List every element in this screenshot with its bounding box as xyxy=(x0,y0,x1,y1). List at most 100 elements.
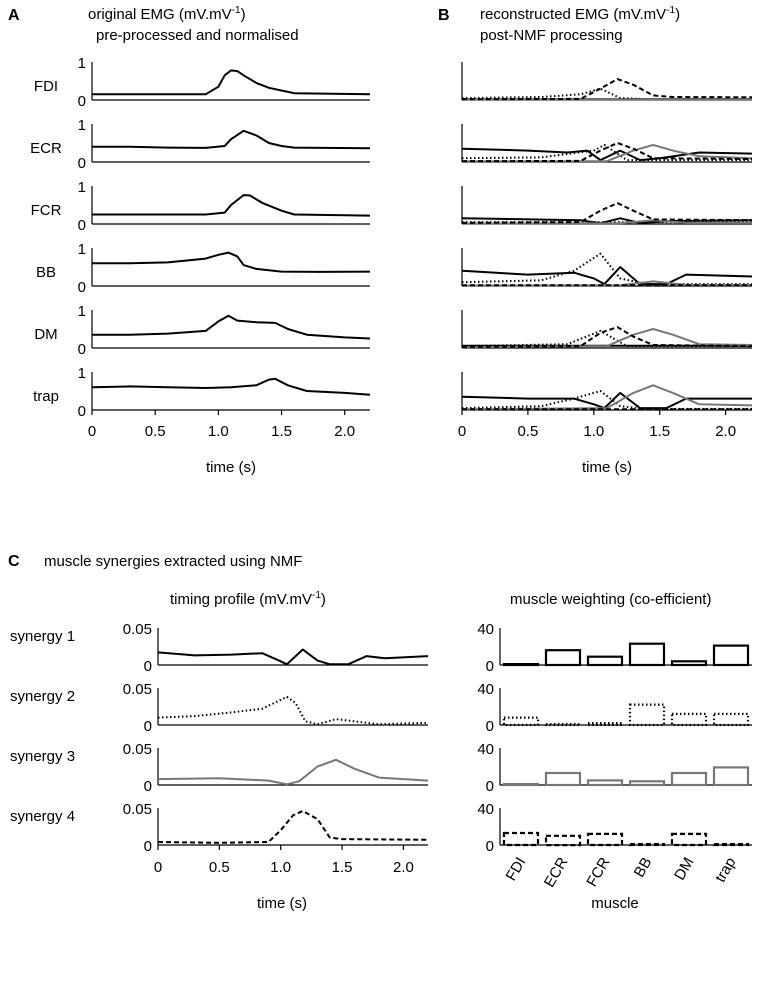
weighting-synergy-1-ytick-top: 40 xyxy=(477,621,494,638)
weighting-synergy-2-bar-fdi xyxy=(502,716,540,727)
panel-b-ecr-synergy-2-trace xyxy=(461,143,752,162)
panel-a-fdi-ytick-top: 1 xyxy=(78,55,86,72)
timing-synergy-2-trace xyxy=(157,695,429,726)
panel-a-letter: A xyxy=(8,7,20,24)
panel-a-caption: original EMG (mV.mV-1) xyxy=(88,5,246,23)
timing-xlabel: time (s) xyxy=(257,895,307,912)
timing-xtick-label: 2.0 xyxy=(393,859,414,876)
weighting-synergy-2-ytick-bottom: 0 xyxy=(486,718,494,735)
timing-profile-title: timing profile (mV.mV-1) xyxy=(170,590,326,608)
panel-a-trace-ecr xyxy=(92,129,371,150)
weighting-synergy-1-ytick-bottom: 0 xyxy=(486,658,494,675)
panel-b-xlabel: time (s) xyxy=(582,459,632,476)
panel-a-trace-dm xyxy=(92,314,371,340)
panel-b-ecr-synergy-3-trace xyxy=(462,143,753,163)
panel-a-xtick-label: 2.0 xyxy=(334,423,355,440)
panel-b-fcr-synergy-4-trace xyxy=(461,202,753,224)
timing-synergy-4-ytick-top: 0.05 xyxy=(123,801,152,818)
panel-b-caption-sup: -1 xyxy=(666,5,675,16)
panel-a-trap-ytick-top: 1 xyxy=(78,365,86,382)
panel-b-ecr-synergy-1-trace xyxy=(461,147,753,162)
timing-synergy-3-trace xyxy=(157,758,429,786)
timing-title-sup: -1 xyxy=(312,590,321,601)
weighting-synergy-3-bar-fdi xyxy=(502,782,540,787)
panel-b-caption-line2: post-NMF processing xyxy=(480,27,623,44)
panel-a-xtick-label: 0.5 xyxy=(145,423,166,440)
panel-b-caption-close: ) xyxy=(675,6,680,23)
panel-a-trap-ytick-bottom: 0 xyxy=(78,403,86,420)
panel-b-xtick-label: 2.0 xyxy=(715,423,736,440)
panel-b-fcr-synergy-3-trace xyxy=(461,219,752,225)
panel-a-xtick-label: 1.5 xyxy=(271,423,292,440)
weighting-synergy-3-bar-dm xyxy=(670,771,708,787)
panel-b-letter: B xyxy=(438,7,450,24)
panel-a-dm-ytick-bottom: 0 xyxy=(78,341,86,358)
timing-xtick-label: 0 xyxy=(154,859,162,876)
panel-a-xtick-label: 0 xyxy=(88,423,96,440)
weighting-synergy-2-bar-fcr xyxy=(586,721,624,727)
weighting-synergy-1-bar-fcr xyxy=(586,655,624,667)
weighting-synergy-2-bar-ecr xyxy=(544,722,582,727)
panel-b-dm-synergy-4-trace xyxy=(461,326,753,348)
panel-b-xtick-label: 0 xyxy=(458,423,466,440)
panel-a-xtick-label: 1.0 xyxy=(208,423,229,440)
weighting-synergy-4-bar-fdi xyxy=(502,831,540,847)
timing-synergy-4-ytick-bottom: 0 xyxy=(144,838,152,855)
panel-b-fdi-synergy-2-trace xyxy=(461,87,752,101)
plots-layer: 1 0 FDI 1 0 ECR 1 0 FCR 1 0 BB 1 0 DM 1 0 trap 0 0.5 1.0 1.5 2… xyxy=(10,55,753,912)
weighting-synergy-4-ytick-bottom: 0 xyxy=(486,838,494,855)
weighting-synergy-1-bar-ecr xyxy=(544,649,582,667)
weighting-synergy-4-bar-fcr xyxy=(586,832,624,847)
weighting-synergy-2-bar-trap xyxy=(712,712,750,727)
panel-a-muscle-label-fcr: FCR xyxy=(31,202,62,219)
panel-b-trap-synergy-1-trace xyxy=(461,391,752,410)
panel-b-bb-synergy-1-trace xyxy=(461,266,753,286)
weighting-synergy-2-bar-dm xyxy=(670,712,708,727)
panel-a-dm-ytick-top: 1 xyxy=(78,303,86,320)
panel-a-muscle-label-trap: trap xyxy=(33,388,59,405)
timing-synergy-4-trace xyxy=(157,810,429,844)
weighting-synergy-4-bar-bb xyxy=(628,842,666,847)
panel-a-caption-close: ) xyxy=(241,6,246,23)
weighting-xtick-label-ecr: ECR xyxy=(541,854,572,890)
weighting-synergy-1-bar-trap xyxy=(712,644,750,667)
synergy-label-2: synergy 2 xyxy=(10,688,75,705)
weighting-synergy-3-bar-trap xyxy=(712,766,750,787)
panel-b-xtick-label: 0.5 xyxy=(517,423,538,440)
panel-c-caption: muscle synergies extracted using NMF xyxy=(44,553,302,570)
weighting-synergy-4-bar-dm xyxy=(670,832,708,847)
weighting-synergy-3-bar-bb xyxy=(628,780,666,787)
weighting-xtick-label-fdi: FDI xyxy=(503,855,530,884)
weighting-synergy-4-ytick-top: 40 xyxy=(477,801,494,818)
panel-a-bb-ytick-top: 1 xyxy=(78,241,86,258)
timing-xtick-label: 1.0 xyxy=(270,859,291,876)
timing-title-main: timing profile (mV.mV xyxy=(170,591,312,608)
panel-b-caption-main: reconstructed EMG (mV.mV xyxy=(480,6,666,23)
panel-b-dm-synergy-3-trace xyxy=(461,328,753,349)
synergy-label-3: synergy 3 xyxy=(10,748,75,765)
panel-a-bb-ytick-bottom: 0 xyxy=(78,279,86,296)
weighting-xtick-label-dm: DM xyxy=(671,855,697,884)
panel-a-caption-main: original EMG (mV.mV xyxy=(88,6,232,23)
timing-synergy-1-trace xyxy=(157,648,429,666)
panel-c-letter: C xyxy=(8,553,20,570)
panel-a-trace-trap xyxy=(91,377,371,396)
weighting-synergy-1-bar-bb xyxy=(628,642,666,667)
weighting-synergy-2-bar-bb xyxy=(628,703,666,727)
panel-a-muscle-label-fdi: FDI xyxy=(34,78,58,95)
weighting-synergy-4-bar-trap xyxy=(712,842,750,847)
panel-a-fdi-ytick-bottom: 0 xyxy=(78,93,86,110)
panel-a-muscle-label-ecr: ECR xyxy=(30,140,62,157)
timing-title-close: ) xyxy=(321,591,326,608)
weighting-synergy-3-ytick-top: 40 xyxy=(477,741,494,758)
weighting-synergy-1-bar-fdi xyxy=(502,662,540,667)
timing-synergy-2-ytick-bottom: 0 xyxy=(144,718,152,735)
timing-synergy-3-ytick-top: 0.05 xyxy=(123,741,152,758)
panel-a-fcr-ytick-bottom: 0 xyxy=(78,217,86,234)
panel-a-muscle-label-bb: BB xyxy=(36,264,56,281)
panel-b-caption: reconstructed EMG (mV.mV-1) xyxy=(480,5,680,23)
weighting-synergy-4-bar-ecr xyxy=(544,834,582,847)
weighting-xtick-label-fcr: FCR xyxy=(583,854,613,889)
weighting-synergy-3-ytick-bottom: 0 xyxy=(486,778,494,795)
